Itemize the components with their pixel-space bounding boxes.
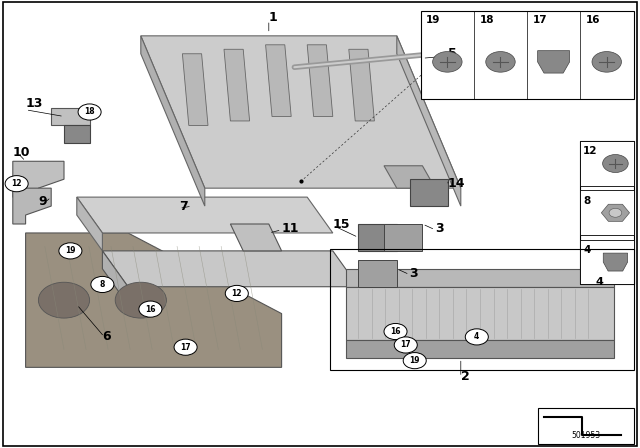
Polygon shape	[358, 224, 397, 251]
Circle shape	[91, 276, 114, 293]
Polygon shape	[358, 260, 397, 287]
Polygon shape	[102, 251, 128, 305]
Polygon shape	[397, 36, 461, 206]
Text: 8: 8	[100, 280, 105, 289]
Text: 18: 18	[479, 15, 494, 25]
Polygon shape	[77, 197, 333, 233]
Polygon shape	[230, 224, 282, 251]
Text: 2: 2	[461, 370, 470, 383]
Text: 15: 15	[333, 217, 350, 231]
Circle shape	[609, 208, 622, 217]
Polygon shape	[141, 36, 461, 188]
Polygon shape	[346, 287, 614, 340]
Polygon shape	[349, 49, 374, 121]
Bar	[580, 141, 634, 186]
Polygon shape	[410, 179, 448, 206]
Text: 8: 8	[583, 196, 590, 206]
Polygon shape	[307, 45, 333, 116]
Text: 13: 13	[26, 96, 43, 110]
Polygon shape	[346, 269, 614, 287]
Text: 12: 12	[583, 146, 598, 156]
Text: 18: 18	[84, 108, 95, 116]
Polygon shape	[346, 340, 614, 358]
Polygon shape	[384, 224, 422, 251]
Text: 19: 19	[426, 15, 440, 25]
Bar	[580, 240, 634, 284]
Circle shape	[174, 339, 197, 355]
Circle shape	[433, 52, 462, 72]
Text: 5: 5	[448, 47, 457, 60]
Text: 11: 11	[282, 222, 299, 235]
Polygon shape	[266, 45, 291, 116]
Text: 17: 17	[532, 15, 547, 25]
Polygon shape	[141, 36, 205, 206]
Bar	[330, 249, 634, 370]
Text: 16: 16	[145, 305, 156, 314]
Polygon shape	[604, 253, 628, 271]
Circle shape	[115, 282, 166, 318]
Polygon shape	[51, 108, 90, 125]
Polygon shape	[26, 233, 282, 367]
Circle shape	[225, 285, 248, 302]
Polygon shape	[77, 197, 102, 251]
Polygon shape	[102, 251, 358, 287]
Text: 4: 4	[474, 332, 479, 341]
Text: 3: 3	[435, 222, 444, 235]
Circle shape	[394, 337, 417, 353]
Polygon shape	[182, 54, 208, 125]
Circle shape	[5, 176, 28, 192]
Text: 3: 3	[410, 267, 418, 280]
Circle shape	[139, 301, 162, 317]
Circle shape	[403, 353, 426, 369]
Text: 19: 19	[410, 356, 420, 365]
Polygon shape	[384, 166, 435, 188]
Circle shape	[465, 329, 488, 345]
Bar	[580, 141, 634, 284]
Text: 19: 19	[65, 246, 76, 255]
Circle shape	[384, 323, 407, 340]
Text: 10: 10	[13, 146, 30, 159]
Text: 17: 17	[180, 343, 191, 352]
Text: 12: 12	[232, 289, 242, 298]
Text: 7: 7	[179, 199, 188, 213]
Text: 501953: 501953	[571, 431, 600, 440]
Polygon shape	[64, 125, 90, 143]
Text: 4: 4	[595, 277, 603, 287]
Bar	[580, 190, 634, 235]
Polygon shape	[602, 204, 630, 221]
Circle shape	[38, 282, 90, 318]
Text: 12: 12	[12, 179, 22, 188]
Polygon shape	[224, 49, 250, 121]
Text: 9: 9	[38, 195, 47, 208]
Text: 1: 1	[269, 11, 278, 25]
Text: 16: 16	[586, 15, 600, 25]
Polygon shape	[538, 51, 570, 73]
Text: 16: 16	[390, 327, 401, 336]
Circle shape	[78, 104, 101, 120]
Text: 6: 6	[102, 329, 111, 343]
Text: 14: 14	[448, 177, 465, 190]
Circle shape	[592, 52, 621, 72]
Bar	[421, 11, 634, 99]
Polygon shape	[13, 188, 51, 224]
Bar	[538, 408, 634, 444]
Polygon shape	[13, 161, 64, 197]
Text: 17: 17	[401, 340, 411, 349]
Text: 4: 4	[583, 245, 591, 255]
Circle shape	[486, 52, 515, 72]
Circle shape	[59, 243, 82, 259]
Circle shape	[603, 155, 628, 172]
